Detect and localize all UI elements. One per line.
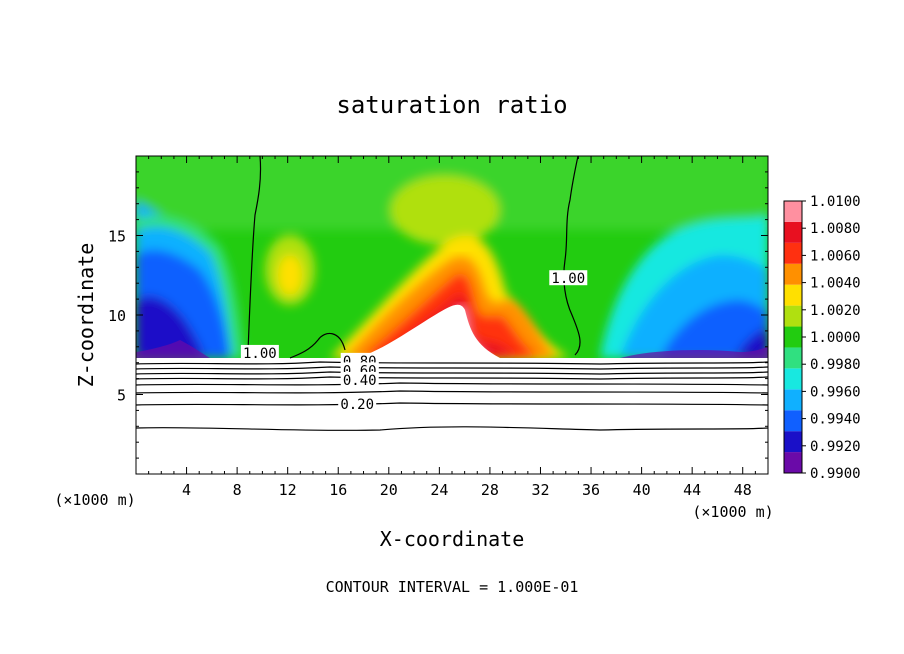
heatmap-field [136,156,768,358]
colorbar-label: 1.0060 [810,248,861,264]
x-tick-label: 16 [329,481,347,499]
x-unit-left: (×1000 m) [54,491,135,509]
contour-lines [135,155,769,432]
y-tick-label: 5 [117,387,126,405]
y-axis-ticks: 5 10 15 [108,171,768,459]
colorbar-swatch [784,305,802,327]
contour-label-bg [340,371,379,387]
colorbar-swatch [784,389,802,411]
contour-label: 0.40 [343,373,377,389]
x-tick-label: 32 [531,481,549,499]
colorbar-label: 0.9920 [810,439,861,455]
x-tick-label: 48 [734,481,752,499]
x-tick-label: 24 [430,481,448,499]
y-tick-label: 15 [108,228,126,246]
contour-label: 1.00 [243,346,277,362]
chart-title: saturation ratio [336,91,567,119]
contour-label: 1.00 [551,271,585,287]
colorbar-label: 1.0100 [810,194,861,210]
colorbar-swatch [784,201,802,222]
colorbar: 1.0100 1.0080 1.0060 1.0040 1.0020 1.0000 0.99… [783,194,861,482]
x-tick-label: 28 [481,481,499,499]
x-axis-ticks: 4 8 12 16 20 24 28 32 36 40 44 48 [148,156,756,499]
x-tick-label: 4 [182,481,191,499]
contour-label-bg [338,395,377,411]
colorbar-label: 1.0080 [810,221,861,237]
colorbar-swatch [784,242,802,264]
colorbar-swatch [784,284,802,306]
colorbar-label: 1.0000 [810,330,861,346]
contour-labels: 1.001.000.800.600.400.20 [240,270,588,413]
colorbar-swatch [784,326,802,348]
x-tick-label: 36 [582,481,600,499]
colorbar-label: 0.9900 [810,466,861,482]
colorbar-swatch [784,347,802,369]
contour-interval-note: CONTOUR INTERVAL = 1.000E-01 [326,578,579,596]
x-tick-label: 40 [633,481,651,499]
contour-label-bg [549,270,588,286]
colorbar-label: 0.9980 [810,357,861,373]
x-tick-label: 8 [233,481,242,499]
colorbar-swatch [784,410,802,432]
colorbar-swatch [784,452,802,473]
colorbar-swatch [784,431,802,453]
x-unit-right: (×1000 m) [692,503,773,521]
colorbar-label: 0.9940 [810,412,861,428]
x-tick-label: 20 [380,481,398,499]
colorbar-label: 0.9960 [810,384,861,400]
colorbar-label: 1.0020 [810,303,861,319]
contour-label-bg [240,344,279,360]
colorbar-swatch [784,263,802,285]
y-axis-label: Z-coordinate [74,243,98,388]
colorbar-swatch [784,221,802,243]
x-tick-label: 44 [683,481,701,499]
x-tick-label: 12 [279,481,297,499]
contour-label: 0.20 [340,397,374,413]
y-tick-label: 10 [108,307,126,325]
x-axis-label: X-coordinate [380,527,525,551]
colorbar-label: 1.0040 [810,276,861,292]
colorbar-swatch [784,368,802,390]
